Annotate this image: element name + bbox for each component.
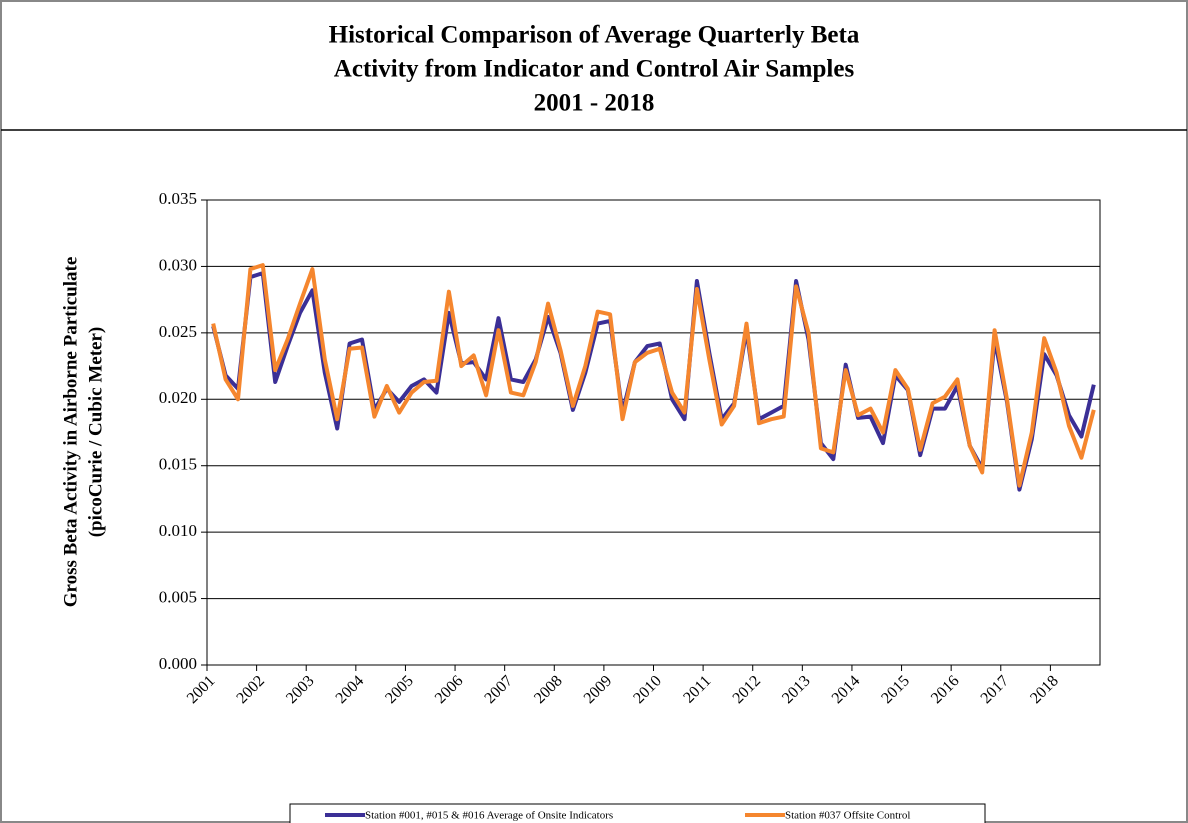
legend-label: Station #001, #015 & #016 Average of Ons… bbox=[365, 810, 613, 822]
y-axis-label: Gross Beta Activity in Airborne Particul… bbox=[60, 257, 81, 608]
y-tick-label: 0.000 bbox=[159, 654, 197, 673]
y-tick-label: 0.035 bbox=[159, 189, 197, 208]
y-tick-label: 0.025 bbox=[159, 322, 197, 341]
legend-label: Station #037 Offsite Control bbox=[785, 810, 910, 822]
series-line bbox=[211, 263, 1096, 488]
chart-title: 2001 - 2018 bbox=[534, 90, 655, 117]
y-tick-label: 0.015 bbox=[159, 455, 197, 474]
chart-title: Historical Comparison of Average Quarter… bbox=[329, 22, 860, 49]
chart-title: Activity from Indicator and Control Air … bbox=[334, 56, 855, 83]
y-tick-label: 0.030 bbox=[159, 255, 197, 274]
series-line bbox=[211, 271, 1096, 492]
y-axis-label: (picoCurie / Cubic Meter) bbox=[85, 327, 106, 538]
legend bbox=[289, 803, 986, 823]
y-tick-label: 0.010 bbox=[159, 521, 197, 540]
y-tick-label: 0.020 bbox=[159, 388, 197, 407]
plot-area bbox=[206, 199, 1101, 666]
y-tick-label: 0.005 bbox=[159, 587, 197, 606]
